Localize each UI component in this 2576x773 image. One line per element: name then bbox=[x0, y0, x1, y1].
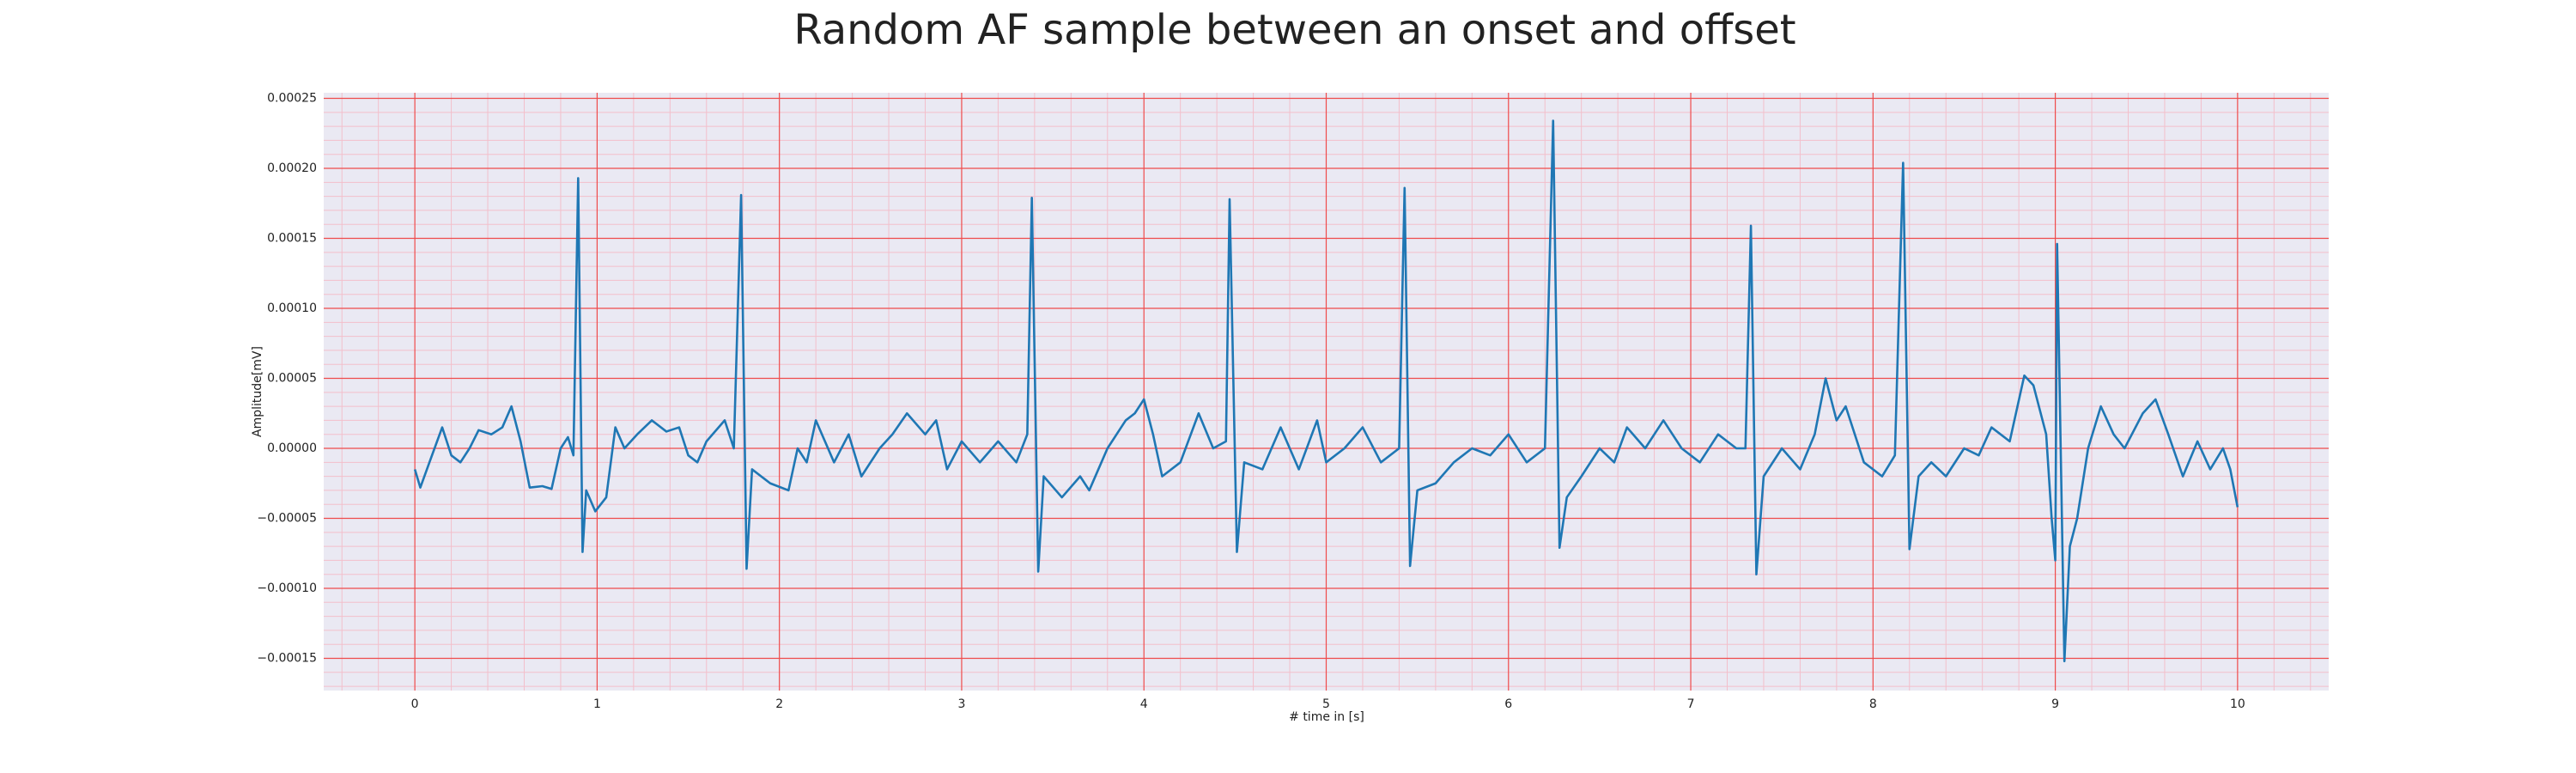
y-tick-label: −0.00015 bbox=[257, 652, 317, 666]
y-tick-label: −0.00005 bbox=[257, 512, 317, 526]
x-tick-label: 2 bbox=[775, 697, 783, 711]
x-tick-label: 5 bbox=[1322, 697, 1330, 711]
y-tick-label: 0.00025 bbox=[267, 92, 317, 106]
x-tick-label: 7 bbox=[1687, 697, 1695, 711]
x-tick-label: 3 bbox=[957, 697, 965, 711]
x-tick-label: 8 bbox=[1869, 697, 1877, 711]
x-tick-label: 9 bbox=[2051, 697, 2059, 711]
x-tick-label: 1 bbox=[593, 697, 601, 711]
chart-title: Random AF sample between an onset and of… bbox=[793, 6, 1795, 54]
x-tick-label: 6 bbox=[1504, 697, 1512, 711]
y-tick-label: −0.00010 bbox=[257, 581, 317, 595]
y-tick-label: 0.00005 bbox=[267, 372, 317, 386]
x-tick-label: 4 bbox=[1140, 697, 1148, 711]
x-axis-label: # time in [s] bbox=[1289, 710, 1364, 724]
signal-line bbox=[413, 119, 2239, 663]
y-tick-label: 0.00000 bbox=[267, 441, 317, 455]
y-tick-label: 0.00015 bbox=[267, 232, 317, 246]
x-tick-label: 0 bbox=[411, 697, 419, 711]
y-tick-label: 0.00020 bbox=[267, 161, 317, 175]
y-tick-label: 0.00010 bbox=[267, 301, 317, 315]
y-axis-label: Amplitude[mV] bbox=[251, 346, 264, 437]
x-tick-label: 10 bbox=[2230, 697, 2245, 711]
